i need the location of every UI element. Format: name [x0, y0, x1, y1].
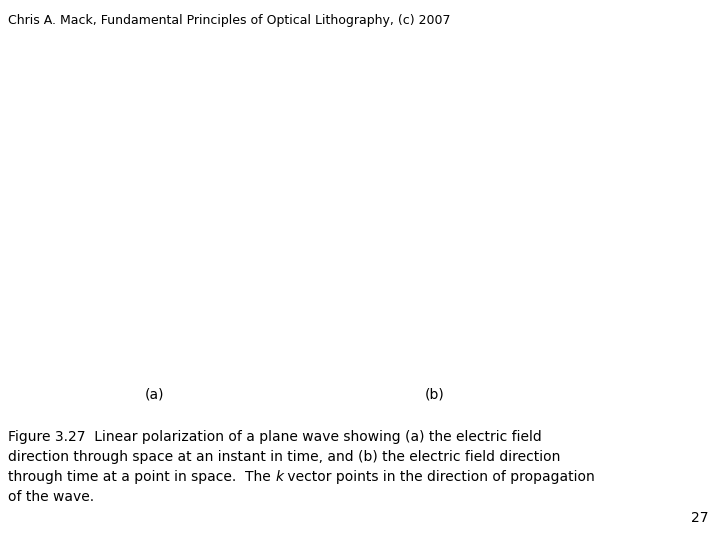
- Text: (a): (a): [145, 388, 165, 402]
- Text: vector points in the direction of propagation: vector points in the direction of propag…: [283, 470, 595, 484]
- Text: Figure 3.27  Linear polarization of a plane wave showing (a) the electric field: Figure 3.27 Linear polarization of a pla…: [8, 430, 541, 444]
- Text: of the wave.: of the wave.: [8, 490, 94, 504]
- Text: k: k: [275, 470, 283, 484]
- Text: 27: 27: [690, 511, 708, 525]
- Text: (b): (b): [425, 388, 445, 402]
- Text: direction through space at an instant in time, and (b) the electric field direct: direction through space at an instant in…: [8, 450, 560, 464]
- Text: through time at a point in space.  The: through time at a point in space. The: [8, 470, 275, 484]
- Text: Chris A. Mack, Fundamental Principles of Optical Lithography, (c) 2007: Chris A. Mack, Fundamental Principles of…: [8, 14, 451, 27]
